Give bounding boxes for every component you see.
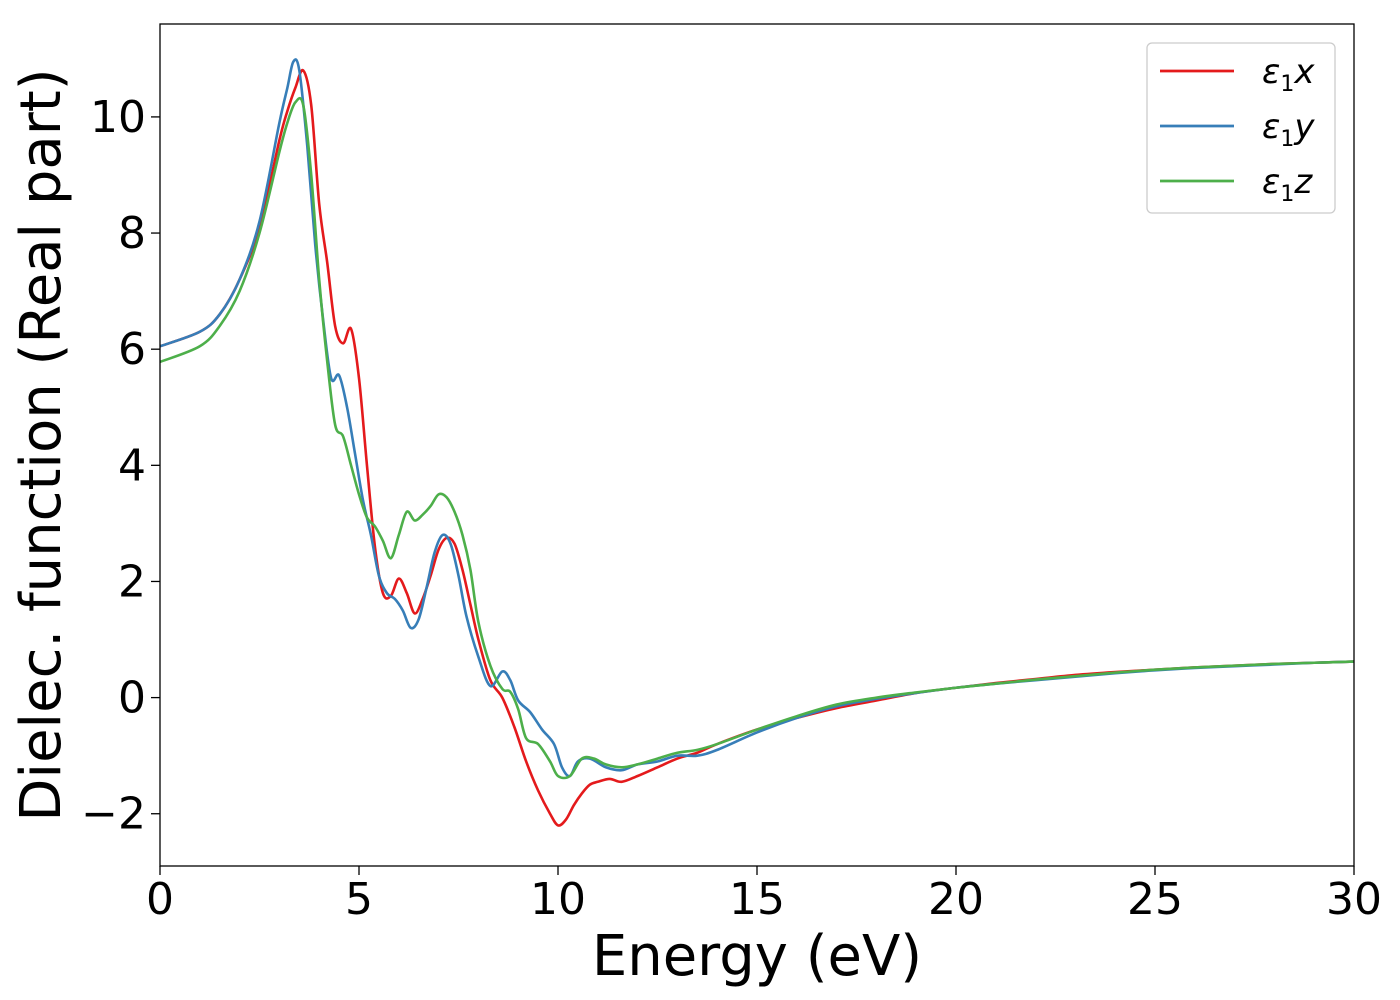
y-tick-label: 10: [90, 92, 146, 143]
y-tick-label: −2: [81, 789, 146, 840]
x-tick-label: 20: [928, 874, 984, 925]
y-tick-label: 6: [118, 324, 146, 375]
x-tick-label: 30: [1326, 874, 1382, 925]
series-layer: [160, 58, 1354, 827]
y-tick-label: 8: [118, 208, 146, 259]
x-axis: 0 5 10 15 20 25 30: [146, 866, 1382, 925]
y-axis: −2 0 2 4 6 8 10: [81, 92, 160, 840]
y-tick-label: 0: [118, 673, 146, 724]
x-tick-label: 0: [146, 874, 174, 925]
legend-box: [1146, 42, 1336, 214]
x-tick-label: 5: [345, 874, 373, 925]
legend: ε1x ε1y ε1z: [1146, 42, 1336, 214]
y-axis-label: Dielec. function (Real part): [9, 68, 74, 821]
y-tick-label: 4: [118, 440, 146, 491]
x-tick-label: 25: [1127, 874, 1183, 925]
series-line-z: [160, 96, 1354, 780]
x-axis-label: Energy (eV): [592, 924, 922, 989]
legend-entry-label: ε1z: [1262, 162, 1313, 207]
y-tick-label: 2: [118, 556, 146, 607]
legend-entry-label: ε1y: [1262, 107, 1315, 152]
x-tick-label: 10: [530, 874, 586, 925]
legend-entry-label: ε1x: [1262, 52, 1315, 97]
x-tick-label: 15: [729, 874, 785, 925]
